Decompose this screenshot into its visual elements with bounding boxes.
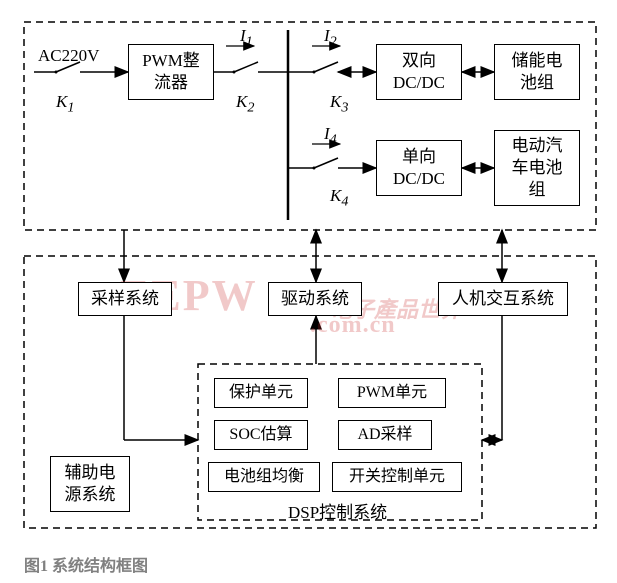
storage-battery-box: 储能电 池组: [494, 44, 580, 100]
current-i2-label: I2: [324, 26, 337, 50]
protect-unit-box: 保护单元: [214, 378, 308, 408]
hmi-system-box: 人机交互系统: [438, 282, 568, 316]
switch-k3-label: K3: [330, 92, 348, 116]
ac-input-label: AC220V: [38, 46, 99, 66]
soc-estimate-box: SOC估算: [214, 420, 308, 450]
switch-k1-label: K1: [56, 92, 74, 116]
current-i1-label: I1: [240, 26, 253, 50]
sample-system-box: 采样系统: [78, 282, 172, 316]
balance-box: 电池组均衡: [208, 462, 320, 492]
switch-ctrl-box: 开关控制单元: [332, 462, 462, 492]
switch-k2-label: K2: [236, 92, 254, 116]
diagram-canvas: EEPW 電子產品世界 .com.cn AC220V PWM整 流器 双向 DC…: [0, 0, 617, 583]
aux-power-box: 辅助电 源系统: [50, 456, 130, 512]
pwm-unit-box: PWM单元: [338, 378, 446, 408]
switch-k4-label: K4: [330, 186, 348, 210]
bidir-dcdc-box: 双向 DC/DC: [376, 44, 462, 100]
pwm-rectifier-box: PWM整 流器: [128, 44, 214, 100]
ev-battery-box: 电动汽 车电池 组: [494, 130, 580, 206]
drive-system-box: 驱动系统: [268, 282, 362, 316]
dsp-control-label: DSP控制系统: [288, 498, 387, 523]
ad-sample-box: AD采样: [338, 420, 432, 450]
current-i4-label: I4: [324, 124, 337, 148]
figure-caption: 图1 系统结构框图: [24, 552, 148, 576]
unidir-dcdc-box: 单向 DC/DC: [376, 140, 462, 196]
